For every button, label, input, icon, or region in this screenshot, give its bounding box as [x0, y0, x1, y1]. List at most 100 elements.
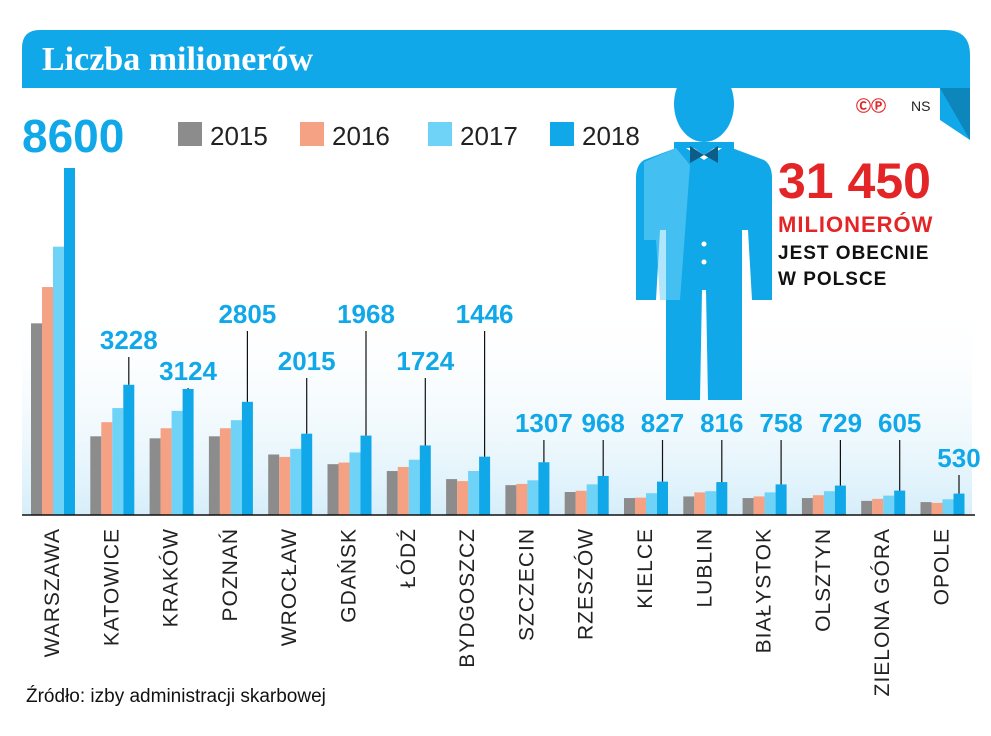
value-label-szczecin: 1307: [515, 408, 573, 438]
bar-kielce-2017: [646, 493, 657, 515]
bar-wroclaw-2015: [268, 454, 280, 515]
total-desc-line1: JEST OBECNIE: [778, 243, 929, 264]
bar-wroclaw-2016: [279, 456, 291, 515]
bar-lublin-2017: [705, 491, 717, 515]
bar-katowice-2015: [90, 436, 102, 515]
bar-lublin-2016: [694, 492, 706, 515]
bar-bialystok-2018: [775, 484, 787, 515]
bar-szczecin-2018: [538, 462, 550, 515]
legend-swatch-2015: [178, 122, 202, 146]
bar-rzeszow-2018: [597, 475, 609, 515]
bar-krakow-2016: [160, 428, 172, 515]
bar-gdansk-2018: [360, 435, 372, 515]
category-label-katowice: KATOWICE: [100, 528, 123, 646]
category-label-bydgoszcz: BYDGOSZCZ: [456, 528, 479, 668]
value-label-olsztyn: 729: [819, 408, 862, 438]
bar-lublin-2015: [683, 496, 695, 515]
value-label-bialystok: 758: [759, 408, 802, 438]
bar-zielona-gora-2016: [872, 498, 884, 515]
bar-katowice-2016: [101, 422, 113, 515]
bar-kielce-2015: [624, 498, 635, 515]
chart-title: Liczba milionerów: [42, 41, 313, 78]
bar-lublin-2018: [716, 482, 728, 515]
bar-opole-2016: [931, 502, 943, 515]
category-label-wroclaw: WROCŁAW: [278, 528, 301, 646]
copyright-initials: NS: [911, 98, 930, 114]
category-label-poznan: POZNAŃ: [219, 528, 242, 622]
legend-swatch-2017: [428, 122, 452, 146]
legend-label-2018: 2018: [582, 121, 640, 151]
category-label-krakow: KRAKÓW: [160, 528, 183, 627]
copyright-symbols: ⒸⓅ: [856, 97, 886, 115]
bar-bialystok-2015: [742, 498, 754, 515]
bar-bydgoszcz-2018: [479, 456, 491, 515]
legend-swatch-2018: [550, 122, 574, 146]
bar-zielona-gora-2018: [894, 490, 906, 515]
legend-label-2015: 2015: [210, 121, 268, 151]
value-label-wroclaw: 2015: [278, 346, 336, 376]
bar-poznan-2018: [241, 401, 253, 515]
value-label-bydgoszcz: 1446: [456, 299, 514, 329]
bar-bydgoszcz-2017: [468, 471, 480, 515]
value-label-lodz: 1724: [396, 346, 454, 376]
bar-wroclaw-2018: [301, 433, 313, 515]
bar-lodz-2015: [386, 471, 398, 515]
bar-szczecin-2017: [527, 480, 539, 515]
category-label-szczecin: SZCZECIN: [515, 528, 538, 641]
bar-zielona-gora-2017: [883, 495, 895, 515]
category-label-bialystok: BIAŁYSTOK: [753, 528, 776, 653]
bar-bydgoszcz-2016: [457, 481, 469, 515]
bar-krakow-2018: [182, 388, 194, 515]
bar-opole-2017: [942, 499, 954, 515]
legend-label-2016: 2016: [332, 121, 390, 151]
value-label-lublin: 816: [700, 408, 743, 438]
category-label-kielce: KIELCE: [634, 528, 657, 609]
bars-group: [31, 168, 965, 515]
category-label-lodz: ŁÓDŹ: [397, 528, 420, 588]
header-banner: [22, 30, 970, 140]
value-label-katowice: 3228: [100, 325, 158, 355]
bar-olsztyn-2015: [801, 498, 813, 515]
value-label-zielona-gora: 605: [878, 408, 921, 438]
man-silhouette-icon: [636, 66, 772, 400]
bar-bialystok-2016: [753, 496, 765, 515]
legend-swatch-2016: [300, 122, 324, 146]
value-label-gdansk: 1968: [337, 299, 395, 329]
total-unit: MILIONERÓW: [778, 212, 933, 237]
category-label-zielona-gora: ZIELONA GÓRA: [871, 528, 894, 696]
legend: 2015 2016 2017 2018: [178, 121, 640, 151]
value-label-krakow: 3124: [159, 356, 217, 386]
bar-opole-2018: [953, 493, 965, 515]
bar-katowice-2018: [123, 384, 135, 515]
category-label-rzeszow: RZESZÓW: [575, 528, 598, 640]
bar-rzeszow-2016: [575, 490, 587, 515]
value-label-poznan: 2805: [218, 299, 276, 329]
bar-lodz-2017: [408, 459, 420, 515]
bar-krakow-2017: [171, 410, 183, 515]
bar-olsztyn-2018: [834, 485, 846, 515]
bar-zielona-gora-2015: [861, 500, 873, 515]
category-label-warszawa: WARSZAWA: [41, 528, 64, 657]
bar-lodz-2018: [419, 445, 431, 515]
bar-lodz-2016: [397, 466, 409, 515]
legend-label-2017: 2017: [460, 121, 518, 151]
bar-gdansk-2015: [327, 464, 339, 515]
value-label-rzeszow: 968: [582, 408, 625, 438]
bar-rzeszow-2015: [564, 492, 576, 515]
bar-kielce-2016: [635, 497, 646, 515]
bar-olsztyn-2016: [812, 495, 824, 515]
bar-gdansk-2016: [338, 462, 350, 515]
total-value: 31 450: [778, 153, 931, 209]
bar-poznan-2017: [230, 420, 242, 515]
value-label-kielce: 827: [641, 408, 684, 438]
bar-wroclaw-2017: [290, 448, 302, 515]
header-banner-fold: [940, 88, 970, 140]
bar-warszawa-2018: [64, 168, 75, 515]
bar-szczecin-2016: [516, 483, 528, 515]
bar-bialystok-2017: [764, 492, 776, 515]
bar-bydgoszcz-2015: [446, 479, 458, 515]
total-desc-line2: W POLSCE: [778, 269, 887, 290]
bar-poznan-2016: [219, 428, 231, 515]
bar-krakow-2015: [149, 438, 161, 515]
